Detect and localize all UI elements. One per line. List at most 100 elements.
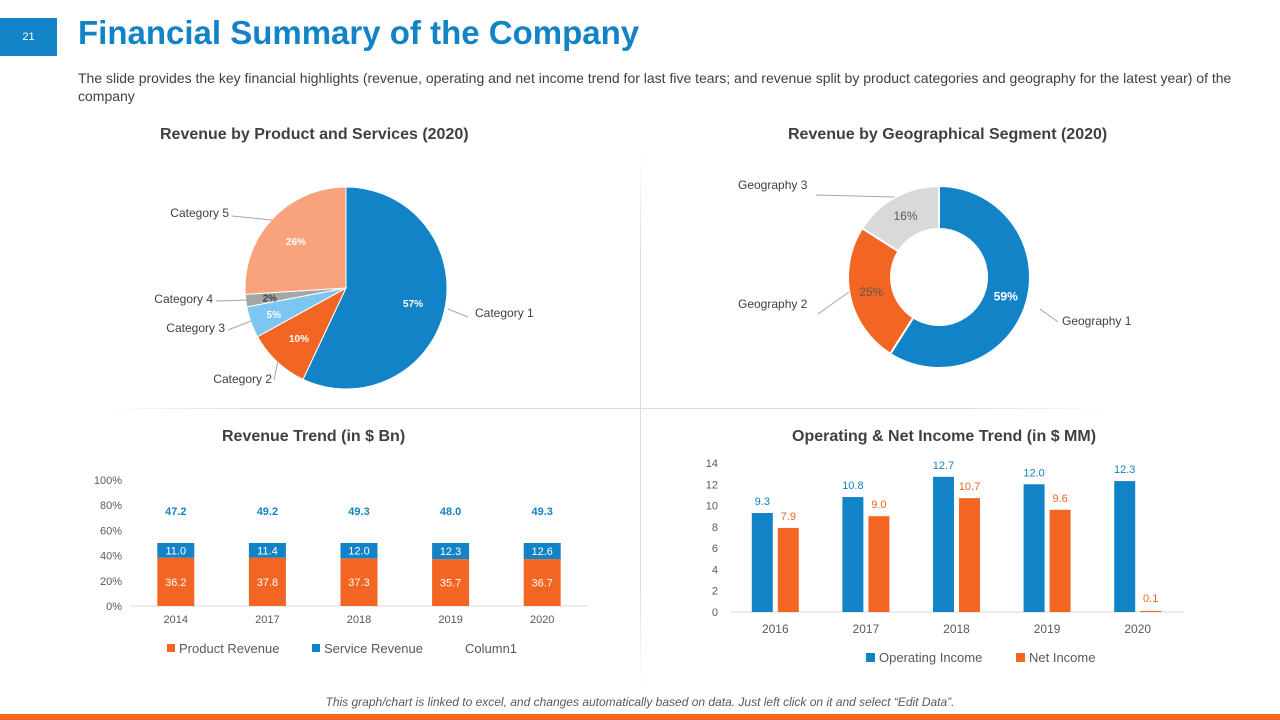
service-data-label: 12.0 — [348, 546, 369, 558]
operating-data-label: 9.3 — [755, 496, 770, 508]
x-tick-label: 2019 — [1034, 622, 1061, 636]
legend-swatch — [866, 653, 875, 662]
net-income-data-label: 7.9 — [781, 511, 796, 523]
bar-net-income — [959, 498, 980, 612]
x-tick-label: 2018 — [347, 614, 371, 626]
legend-label: Product Revenue — [179, 641, 279, 656]
page-title: Financial Summary of the Company — [78, 14, 640, 51]
legend-label: Service Revenue — [324, 641, 423, 656]
net-income-data-label: 9.6 — [1052, 493, 1067, 505]
pie-category-label: Category 2 — [213, 372, 272, 386]
service-data-label: 12.6 — [531, 546, 552, 558]
page-subtitle: The slide provides the key financial hig… — [78, 70, 1232, 104]
quadrant-divider-horizontal — [100, 408, 1110, 409]
bar-service-revenue — [157, 543, 195, 558]
x-tick-label: 2014 — [164, 614, 188, 626]
bar-service-revenue — [248, 543, 286, 558]
service-data-label: 11.4 — [257, 545, 278, 557]
donut-leader-line — [815, 194, 896, 198]
legend-label: Column1 — [465, 641, 517, 656]
footer-note: This graph/chart is linked to excel, and… — [325, 695, 955, 709]
income-trend-legend: Operating Income Net Income — [866, 650, 1095, 665]
pie-leader-line — [227, 320, 252, 331]
pie-data-label: 10% — [289, 334, 309, 345]
product-data-label: 36.7 — [531, 578, 552, 590]
y-tick-label: 0 — [712, 607, 718, 619]
donut-data-label: 16% — [894, 209, 918, 223]
y-tick-label: 40% — [100, 551, 122, 563]
y-tick-label: 20% — [100, 576, 122, 588]
pie-data-label: 57% — [403, 299, 423, 310]
net-income-data-label: 9.0 — [871, 499, 886, 511]
product-data-label: 37.8 — [257, 577, 278, 589]
operating-data-label: 12.0 — [1023, 467, 1044, 479]
product-data-label: 37.3 — [348, 577, 369, 589]
column1-data-label: 47.2 — [165, 506, 186, 518]
bar-product-revenue — [432, 559, 470, 606]
donut-slice — [888, 184, 1031, 369]
pie-leader-line — [231, 215, 273, 221]
pie-data-label: 26% — [286, 237, 306, 248]
bar-service-revenue — [523, 543, 561, 560]
bar-product-revenue — [523, 559, 561, 606]
bar-net-income — [1049, 509, 1071, 612]
pie-chart: 57% Category 1 10% Category 2 5% Category 3 2%… — [154, 186, 534, 390]
donut-category-label: Geography 2 — [738, 297, 808, 311]
x-tick-label: 2016 — [762, 622, 789, 636]
donut-chart: 59% Geography 1 25% Geography 2 16% Geography… — [738, 178, 1132, 369]
x-tick-label: 2020 — [530, 614, 554, 626]
x-tick-label: 2018 — [943, 622, 970, 636]
bar-operating-income — [1114, 481, 1136, 612]
y-tick-label: 100% — [94, 475, 122, 487]
legend-label: Operating Income — [879, 650, 982, 665]
y-tick-label: 80% — [100, 500, 122, 512]
pie-category-label: Category 3 — [166, 321, 225, 335]
legend-swatch — [312, 644, 320, 652]
y-tick-label: 12 — [706, 479, 718, 491]
pie-slice — [302, 186, 448, 390]
bar-product-revenue — [248, 557, 286, 606]
product-data-label: 35.7 — [440, 578, 461, 590]
income-trend-title: Operating & Net Income Trend (in $ MM) — [792, 428, 1097, 445]
column1-data-label: 48.0 — [440, 506, 461, 518]
donut-category-label: Geography 3 — [738, 178, 808, 192]
income-trend-chart: 0 2 4 6 8 10 12 14 9.3 7.9 2016 10.8 9.0 2017 12.7 10.7… — [706, 458, 1183, 665]
y-tick-label: 4 — [712, 564, 718, 576]
pie-category-label: Category 5 — [170, 206, 229, 220]
operating-data-label: 10.8 — [842, 480, 863, 492]
y-tick-label: 10 — [706, 501, 718, 513]
net-income-data-label: 0.1 — [1143, 593, 1158, 605]
pie-category-label: Category 4 — [154, 292, 213, 306]
pie-category-label: Category 1 — [475, 306, 534, 320]
bar-service-revenue — [340, 543, 378, 559]
operating-data-label: 12.3 — [1114, 464, 1135, 476]
operating-data-label: 12.7 — [933, 460, 954, 472]
bar-product-revenue — [340, 558, 378, 606]
slide-number: 21 — [0, 18, 57, 56]
donut-data-label: 59% — [994, 289, 1018, 303]
pie-leader-line — [447, 308, 469, 318]
pie-leader-line — [215, 299, 249, 302]
donut-chart-title: Revenue by Geographical Segment (2020) — [788, 126, 1108, 143]
column1-data-label: 49.2 — [257, 506, 278, 518]
bar-net-income — [868, 516, 890, 612]
bar-service-revenue — [432, 543, 470, 560]
donut-slice — [860, 184, 940, 253]
y-tick-label: 0% — [106, 601, 122, 613]
bar-net-income — [777, 527, 799, 612]
x-tick-label: 2019 — [438, 614, 462, 626]
revenue-trend-legend: Product Revenue Service Revenue Column1 — [167, 641, 517, 656]
x-tick-label: 2020 — [1124, 622, 1151, 636]
legend-label: Net Income — [1029, 650, 1095, 665]
pie-leader-line — [273, 360, 279, 381]
y-tick-label: 8 — [712, 522, 718, 534]
product-data-label: 36.2 — [165, 577, 186, 589]
quadrant-divider-vertical — [640, 150, 641, 690]
revenue-trend-chart: 0% 20% 40% 60% 80% 100% 36.2 11.0 47.2 2014 37.8 11… — [94, 475, 588, 656]
bar-operating-income — [842, 497, 864, 612]
x-tick-label: 2017 — [853, 622, 880, 636]
donut-leader-line — [817, 291, 850, 315]
legend-swatch — [1016, 653, 1025, 662]
y-tick-label: 60% — [100, 525, 122, 537]
